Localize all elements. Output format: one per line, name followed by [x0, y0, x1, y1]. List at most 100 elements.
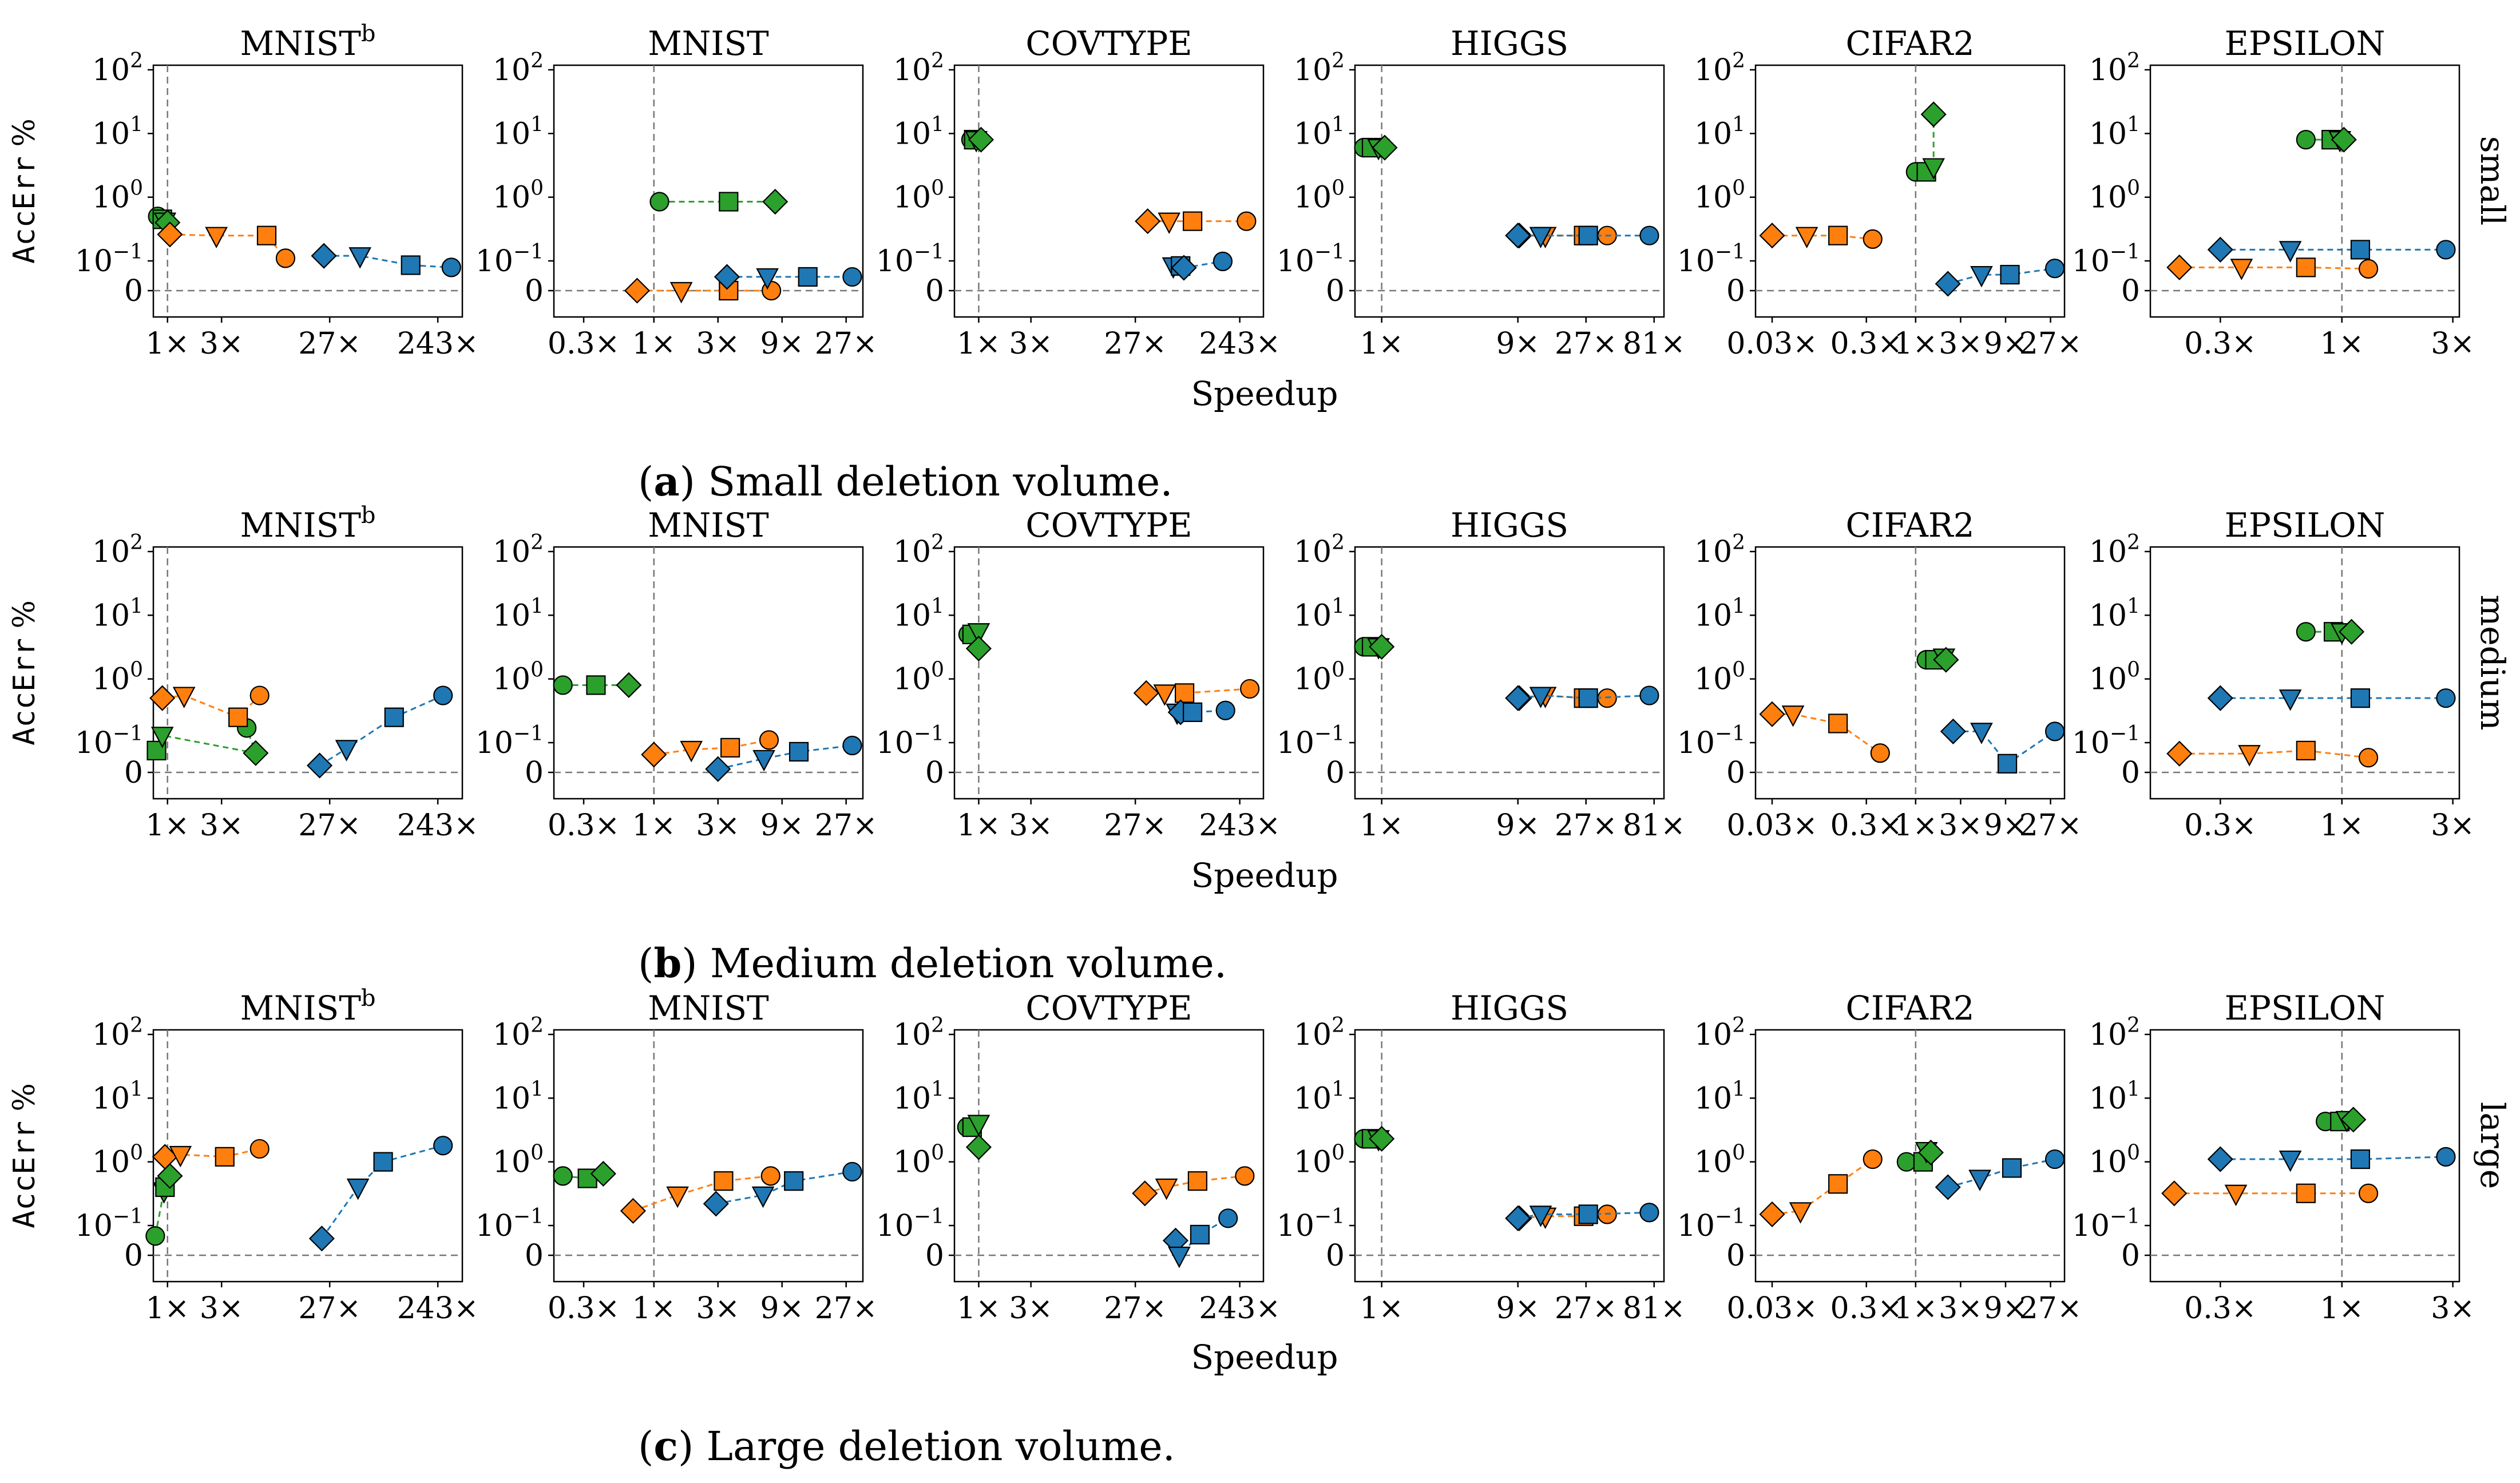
y-tick-exponent: 0 [931, 659, 944, 682]
series-line-blue [321, 1144, 443, 1239]
y-tick-base: 10 [493, 117, 530, 151]
x-tick-label: 0.3× [1830, 808, 1903, 843]
point-orange-circle [2358, 748, 2379, 768]
y-tick-base: 10 [2089, 181, 2127, 215]
panel-title: COVTYPE [1025, 989, 1192, 1028]
x-tick-label: 243× [1199, 808, 1281, 843]
point-blue-circle [2044, 721, 2065, 742]
point-orange-diamond [1132, 1180, 1158, 1207]
point-orange-diamond [2166, 254, 2193, 280]
point-orange-triangle [1158, 212, 1181, 234]
x-tick-label: 27× [2019, 1291, 2082, 1326]
point-blue-triangle [1970, 265, 1993, 288]
series-line-orange [1772, 1158, 1873, 1215]
y-tick-base: 10 [893, 1081, 931, 1116]
y-tick-label: 0 [2121, 1239, 2140, 1273]
point-orange-square [2296, 740, 2316, 760]
y-tick-base: 10 [493, 598, 530, 633]
x-tick-label: 1× [1893, 1291, 1937, 1326]
y-tick-exponent: −1 [1314, 722, 1345, 746]
panel-title-text: MNIST [648, 989, 769, 1028]
point-green-diamond [1933, 647, 1959, 673]
panel-title: MNIST [648, 989, 769, 1028]
y-tick-base: 10 [1694, 53, 1732, 88]
point-orange-triangle [1153, 684, 1176, 706]
x-tick-label: 0.03× [1726, 327, 1817, 361]
y-tick-label: 102 [1294, 49, 1345, 88]
y-tick-base: 10 [2089, 663, 2127, 697]
y-tick-label: 101 [1694, 1077, 1745, 1116]
y-tick-base: 10 [92, 1081, 130, 1116]
y-tick-base: 10 [893, 53, 931, 88]
axes-frame [2149, 546, 2460, 800]
y-tick-base: 10 [92, 117, 130, 151]
y-tick-base: 10 [2072, 1209, 2110, 1243]
point-blue-circle [1639, 685, 1659, 705]
y-tick-base: 10 [1277, 244, 1314, 279]
panel-title-text: HIGGS [1451, 506, 1568, 545]
y-tick-exponent: 1 [1332, 1077, 1345, 1101]
y-tick-exponent: 1 [130, 1077, 143, 1101]
y-tick-exponent: 0 [1732, 659, 1745, 682]
panel-title: MNISTb [240, 502, 375, 545]
x-tick-label: 0.03× [1726, 1291, 1817, 1326]
axes-frame [1754, 546, 2066, 800]
x-tick-label: 0.3× [2184, 327, 2256, 361]
x-tick-label: 27× [815, 808, 878, 843]
y-tick-base: 10 [2089, 117, 2127, 151]
point-green-circle [553, 675, 573, 695]
row-label-medium: medium [2473, 594, 2512, 730]
panel-title: EPSILON [2225, 506, 2386, 545]
panel-title-text: CIFAR2 [1846, 24, 1975, 63]
y-tick-label: 0 [2121, 274, 2140, 308]
y-tick-exponent: 0 [2127, 1141, 2140, 1165]
y-tick-label: 10−1 [1677, 1205, 1745, 1243]
point-blue-triangle [1529, 227, 1552, 249]
panel-title: EPSILON [2225, 24, 2386, 63]
x-tick-label: 243× [1199, 1291, 1281, 1326]
y-tick-label: 102 [2089, 49, 2140, 88]
y-tick-base: 10 [75, 1209, 113, 1243]
y-axis-label-metric: AccErr [7, 1121, 42, 1228]
y-tick-base: 10 [1677, 1209, 1715, 1243]
y-tick-base: 10 [493, 53, 530, 88]
point-orange-square [1828, 713, 1848, 733]
x-tick-label: 27× [2019, 327, 2082, 361]
panel-title: HIGGS [1451, 989, 1568, 1028]
xlabel-row-large: Speedup [1191, 1338, 1338, 1377]
point-orange-triangle [680, 740, 703, 763]
x-tick-label: 0.3× [548, 1291, 620, 1326]
point-blue-circle [433, 685, 453, 705]
y-tick-exponent: 2 [1332, 531, 1345, 554]
axes-frame [1754, 1029, 2066, 1283]
y-tick-label: 101 [893, 594, 944, 633]
point-orange-square [2296, 257, 2316, 277]
point-blue-triangle [1970, 723, 1993, 744]
point-blue-diamond [1505, 685, 1531, 711]
y-axis-label: AccErr % [7, 1083, 42, 1228]
y-tick-exponent: 1 [1732, 1077, 1745, 1101]
xlabel-row-medium: Speedup [1191, 856, 1338, 895]
y-tick-base: 10 [92, 535, 130, 569]
x-tick-label: 27× [1555, 808, 1618, 843]
y-tick-exponent: 0 [1732, 1141, 1745, 1165]
y-tick-label: 101 [2089, 113, 2140, 151]
axes-frame [1354, 1029, 1665, 1283]
point-orange-circle [249, 1139, 270, 1159]
y-tick-label: 102 [893, 531, 944, 569]
point-blue-square [2350, 240, 2371, 260]
x-tick-label: 27× [2019, 808, 2082, 843]
y-tick-base: 10 [1277, 726, 1314, 760]
x-tick-label: 1× [1893, 327, 1937, 361]
y-tick-label: 0 [1326, 274, 1345, 308]
point-green-diamond [1369, 1125, 1395, 1152]
x-tick-label: 27× [298, 1291, 361, 1326]
y-tick-label: 10−1 [876, 722, 944, 760]
y-axis-label-unit: % [7, 1083, 42, 1121]
panel-title: EPSILON [2225, 989, 2386, 1028]
